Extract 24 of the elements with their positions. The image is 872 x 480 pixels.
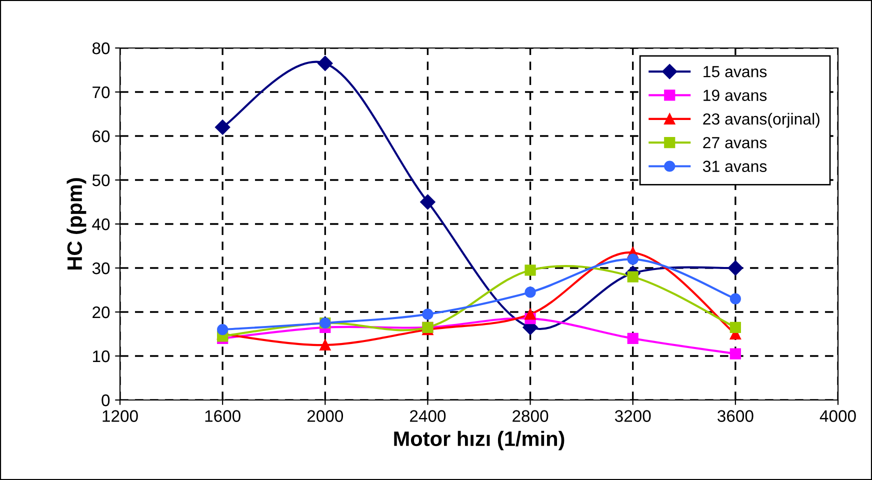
y-tick-label: 0 [102, 394, 110, 406]
y-tick-label: 30 [92, 262, 110, 274]
x-tick-label: 2400 [410, 410, 446, 422]
legend-label: 31 avans [702, 160, 767, 172]
y-tick-label: 80 [92, 42, 110, 54]
legend-label: 15 avans [704, 66, 767, 78]
x-tick-label: 4000 [820, 410, 856, 422]
x-tick-label: 3200 [614, 410, 651, 422]
x-tick-label: 3600 [718, 410, 754, 422]
x-tick-label: 2800 [512, 410, 548, 422]
x-tick-label: 2000 [307, 410, 344, 422]
y-tick-label: 40 [92, 218, 110, 230]
legend-label: 23 avans(orjinal) [703, 112, 820, 128]
legend-label: 19 avans [704, 90, 767, 101]
y-tick-label: 20 [92, 306, 110, 318]
x-tick-label: 1200 [102, 410, 138, 422]
y-tick-label: 10 [93, 350, 110, 362]
y-tick-label: 50 [92, 174, 110, 186]
legend-label: 27 avans [703, 137, 767, 148]
y-tick-label: 70 [92, 86, 110, 98]
x-tick-label: 1600 [205, 410, 240, 422]
y-tick-label: 60 [92, 130, 110, 142]
x-axis-title: Motor hızı (1/min) [394, 430, 564, 450]
y-axis-title: HC (ppm) [66, 178, 86, 270]
